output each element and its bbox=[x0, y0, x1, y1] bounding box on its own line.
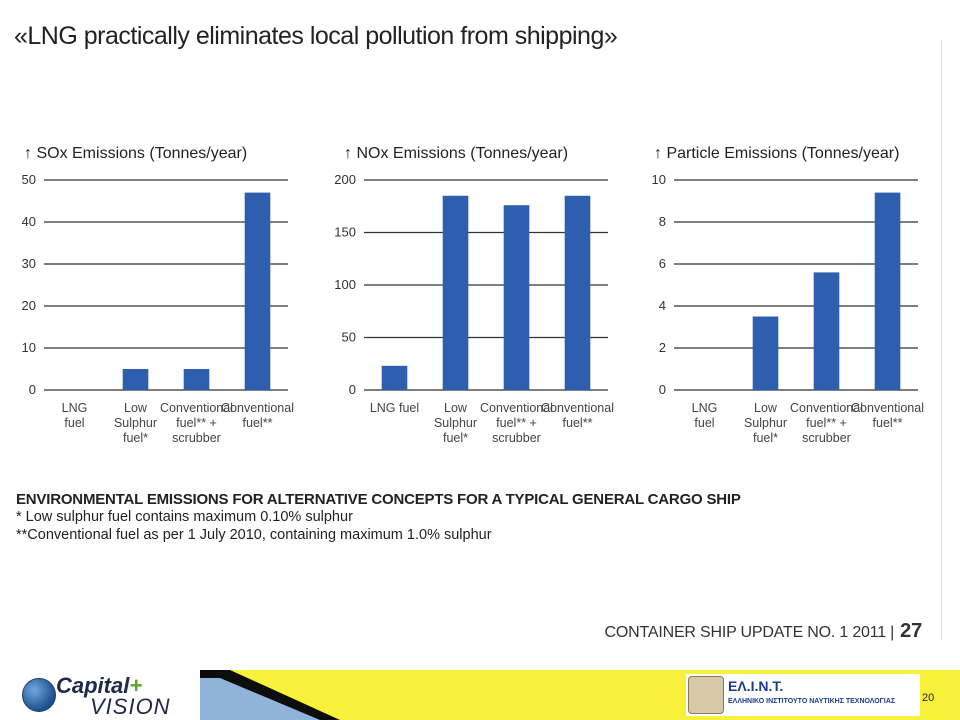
y-tick-label: 2 bbox=[659, 340, 666, 355]
x-category-label: Conventional bbox=[480, 401, 553, 415]
capital-vision-logo: Capital+ VISION bbox=[0, 670, 200, 720]
source-page: 27 bbox=[900, 620, 922, 642]
bar bbox=[503, 205, 530, 390]
x-category-label: fuel** bbox=[563, 416, 593, 430]
y-tick-label: 50 bbox=[342, 330, 356, 345]
logo-plus-text: + bbox=[129, 673, 143, 698]
bar bbox=[244, 192, 271, 390]
y-tick-label: 30 bbox=[22, 256, 36, 271]
x-category-label: LNG bbox=[62, 401, 88, 415]
logo-capital-text: Capital bbox=[56, 673, 130, 698]
particle-chart-svg: ↑ Particle Emissions (Tonnes/year) 0 2 4 6 8 1… bbox=[652, 145, 924, 445]
notes-heading: ENVIRONMENTAL EMISSIONS FOR ALTERNATIVE … bbox=[16, 491, 741, 508]
y-tick-label: 10 bbox=[22, 340, 36, 355]
footer-wedge-graphic bbox=[200, 670, 340, 720]
y-tick-label: 6 bbox=[659, 256, 666, 271]
nox-chart-svg: ↑ NOx Emissions (Tonnes/year) 0 50 100 150 20… bbox=[334, 145, 614, 445]
x-category-label: fuel** + bbox=[496, 416, 537, 430]
x-category-label: fuel* bbox=[123, 431, 148, 445]
elint-title: ΕΛ.Ι.Ν.Τ. bbox=[728, 678, 784, 694]
y-tick-label: 200 bbox=[334, 172, 356, 187]
x-category-label: fuel bbox=[694, 416, 714, 430]
chart-title: ↑ SOx Emissions (Tonnes/year) bbox=[24, 145, 247, 162]
x-category-label: LNG bbox=[692, 401, 718, 415]
elint-logo: ΕΛ.Ι.Ν.Τ. ΕΛΛΗΝΙΚΟ ΙΝΣΤΙΤΟΥΤΟ ΝΑΥΤΙΚΗΣ Τ… bbox=[686, 674, 920, 716]
y-tick-label: 8 bbox=[659, 214, 666, 229]
bar bbox=[442, 195, 469, 390]
y-tick-label: 10 bbox=[652, 172, 666, 187]
x-category-label: fuel bbox=[64, 416, 84, 430]
x-category-label: scrubber bbox=[492, 431, 541, 445]
x-category-label: Conventional bbox=[851, 401, 924, 415]
x-category-label: fuel** bbox=[873, 416, 903, 430]
x-category-label: Low bbox=[444, 401, 468, 415]
x-category-label: fuel** + bbox=[176, 416, 217, 430]
y-tick-label: 20 bbox=[22, 298, 36, 313]
elint-subtitle: ΕΛΛΗΝΙΚΟ ΙΝΣΤΙΤΟΥΤΟ ΝΑΥΤΙΚΗΣ ΤΕΧΝΟΛΟΓΙΑΣ bbox=[728, 698, 896, 705]
y-tick-label: 0 bbox=[29, 382, 36, 397]
logo-vision-text: VISION bbox=[90, 694, 171, 719]
y-tick-label: 50 bbox=[22, 172, 36, 187]
footer-band: Capital+ VISION ΕΛ.Ι.Ν.Τ. ΕΛΛΗΝΙΚΟ ΙΝΣΤΙ… bbox=[0, 670, 960, 720]
note-conventional-fuel: **Conventional fuel as per 1 July 2010, … bbox=[16, 527, 492, 543]
y-tick-label: 0 bbox=[349, 382, 356, 397]
x-category-label: fuel* bbox=[443, 431, 468, 445]
x-category-label: Conventional bbox=[160, 401, 233, 415]
x-category-label: Sulphur bbox=[434, 416, 477, 430]
x-category-label: Sulphur bbox=[114, 416, 157, 430]
bar bbox=[752, 316, 779, 390]
x-category-label: fuel* bbox=[753, 431, 778, 445]
x-category-label: Conventional bbox=[541, 401, 614, 415]
note-low-sulphur: * Low sulphur fuel contains maximum 0.10… bbox=[16, 509, 353, 525]
bar bbox=[813, 272, 840, 390]
y-tick-label: 150 bbox=[334, 225, 356, 240]
globe-icon bbox=[22, 678, 56, 712]
x-category-label: Sulphur bbox=[744, 416, 787, 430]
chart-title: ↑ Particle Emissions (Tonnes/year) bbox=[654, 145, 899, 162]
bar bbox=[874, 192, 901, 390]
x-category-label: Conventional bbox=[221, 401, 294, 415]
x-category-label: Low bbox=[754, 401, 778, 415]
bar bbox=[183, 369, 210, 390]
slide-title: «LNG practically eliminates local pollut… bbox=[14, 22, 618, 50]
x-category-label: scrubber bbox=[172, 431, 221, 445]
x-category-label: Low bbox=[124, 401, 148, 415]
source-text: CONTAINER SHIP UPDATE NO. 1 2011 | bbox=[604, 624, 895, 641]
seal-icon bbox=[688, 676, 724, 714]
chart-title: ↑ NOx Emissions (Tonnes/year) bbox=[344, 145, 568, 162]
y-tick-label: 100 bbox=[334, 277, 356, 292]
bar bbox=[122, 369, 149, 390]
wedge-blue bbox=[200, 678, 320, 720]
y-tick-label: 4 bbox=[659, 298, 666, 313]
x-category-label: Conventional bbox=[790, 401, 863, 415]
page-number: 20 bbox=[922, 692, 935, 704]
nox-emissions-chart: ↑ NOx Emissions (Tonnes/year) 0 50 100 150 20… bbox=[330, 140, 630, 470]
y-tick-label: 0 bbox=[659, 382, 666, 397]
sox-chart-svg: ↑ SOx Emissions (Tonnes/year) 0 10 20 30 40 50… bbox=[22, 145, 294, 445]
sox-emissions-chart: ↑ SOx Emissions (Tonnes/year) 0 10 20 30 40 50… bbox=[10, 140, 310, 470]
bar bbox=[381, 365, 408, 390]
chart-notes: ENVIRONMENTAL EMISSIONS FOR ALTERNATIVE … bbox=[16, 491, 741, 544]
x-category-label: fuel** bbox=[243, 416, 273, 430]
particle-emissions-chart: ↑ Particle Emissions (Tonnes/year) 0 2 4 6 8 1… bbox=[640, 140, 940, 470]
source-citation: CONTAINER SHIP UPDATE NO. 1 2011 | 27 bbox=[604, 620, 923, 643]
x-category-label: fuel** + bbox=[806, 416, 847, 430]
y-tick-label: 40 bbox=[22, 214, 36, 229]
x-category-label: scrubber bbox=[802, 431, 851, 445]
page-divider bbox=[941, 40, 942, 640]
bar bbox=[564, 195, 591, 390]
x-category-label: LNG fuel bbox=[370, 401, 419, 415]
